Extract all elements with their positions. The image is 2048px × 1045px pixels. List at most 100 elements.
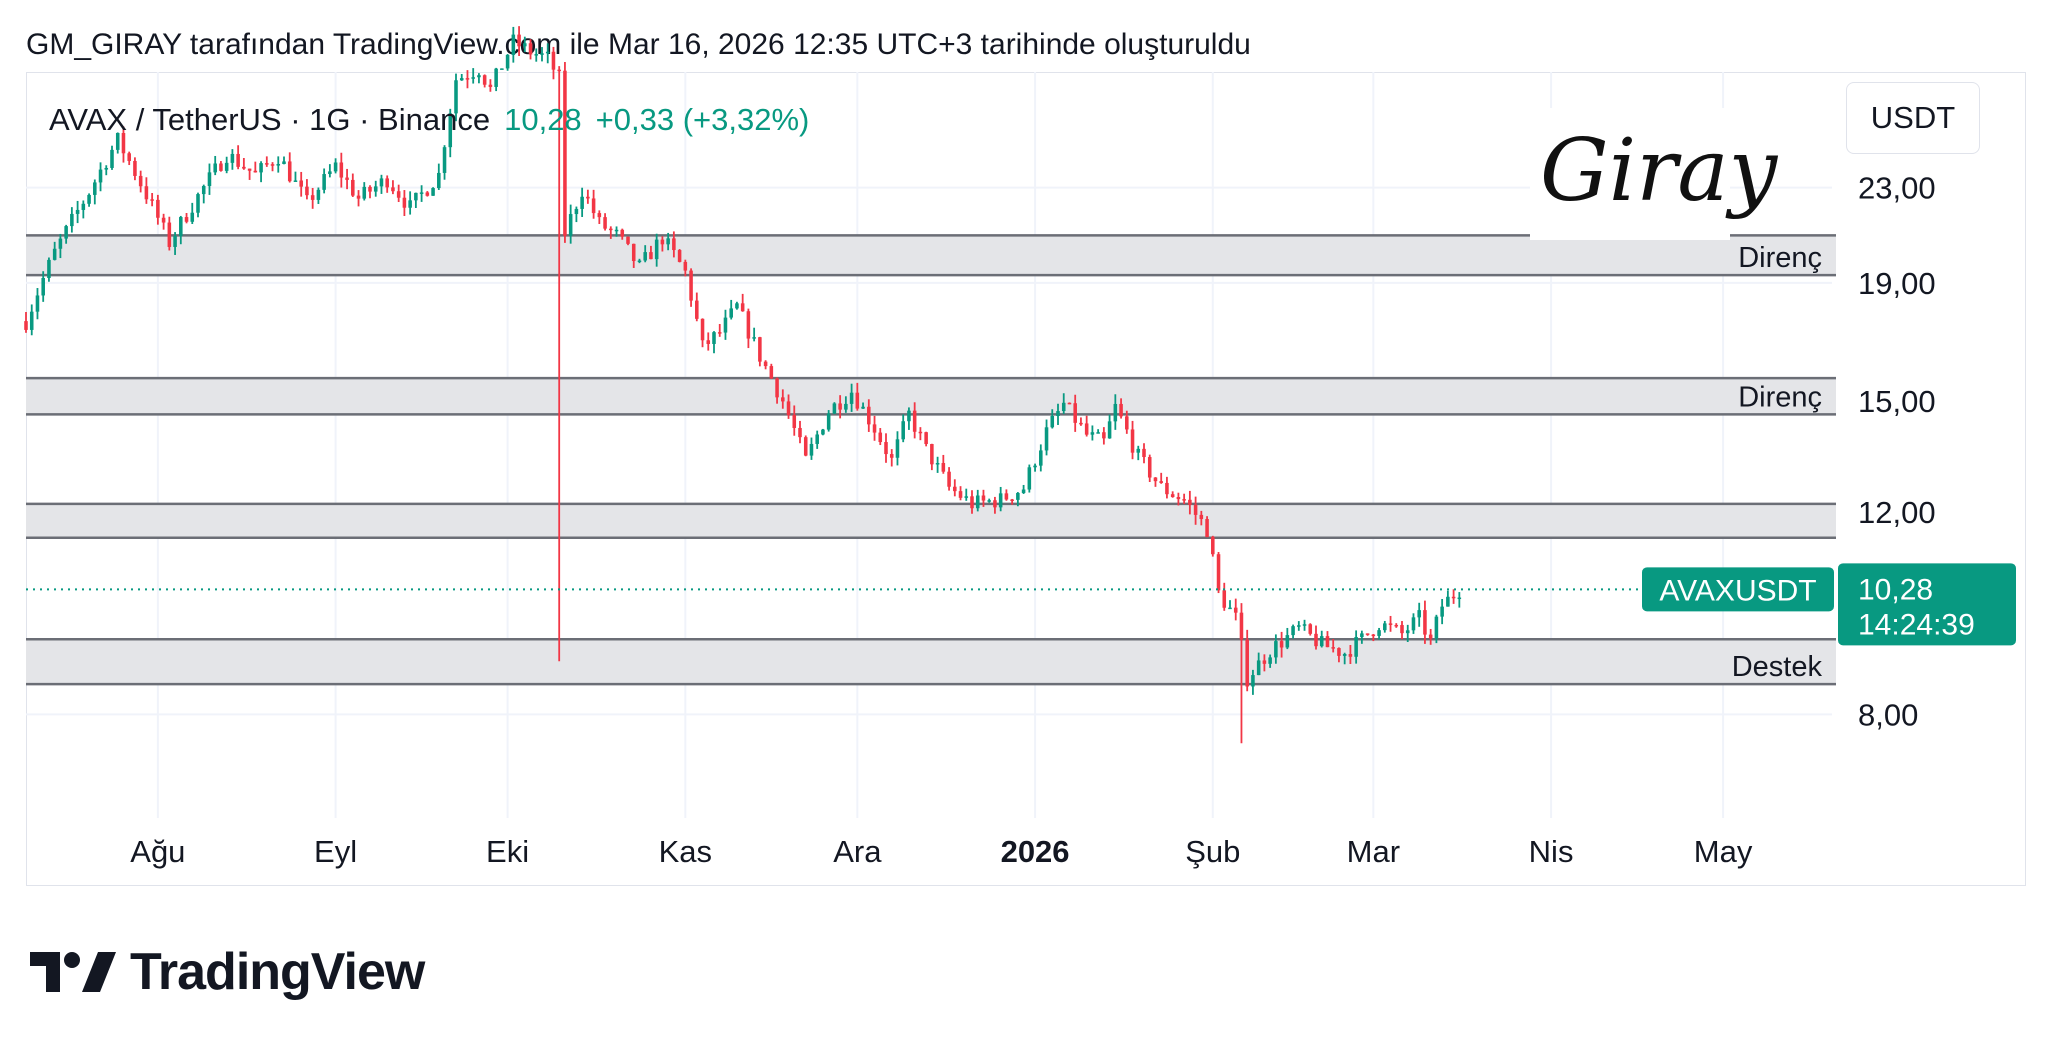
candle-body [821,429,825,435]
bar-countdown: 14:24:39 [1858,608,1975,641]
candle-body [396,191,401,198]
candle-body [448,113,453,148]
candle-body [1245,639,1249,687]
candle-body [1147,457,1152,478]
candle-body [201,186,206,195]
candle-body [1142,448,1146,458]
candle-body [98,169,103,183]
candle-body [207,172,212,187]
candle-body [477,75,481,78]
candle-body [184,217,189,222]
candle-body [1211,536,1215,555]
candle-body [1176,496,1181,500]
y-tick-label: 15,00 [1858,384,1936,419]
candle-body [500,68,504,70]
candle-body [987,500,991,502]
candle-body [1342,654,1347,656]
candle-body [1434,616,1439,639]
candle-body [282,161,286,164]
candle-body [586,196,590,199]
candle-body [1365,633,1370,635]
candle-body [144,186,149,200]
candle-body [695,300,699,319]
candle-body [826,413,831,430]
candle-body [1056,411,1060,417]
candle-body [287,161,292,182]
candle-body [781,397,785,402]
candle-body [523,43,527,47]
candle-body [1130,429,1135,453]
candle-body [597,213,602,218]
candle-body [425,192,430,196]
candle-body [373,186,378,192]
candle-body [242,166,246,169]
candle-body [1233,607,1238,613]
candle-body [173,235,177,247]
last-price-box [1838,563,2016,646]
zone-band [26,503,1836,538]
x-tick-label: 2026 [1001,834,1070,869]
x-tick-label: Eyl [314,834,357,869]
candle-body [689,270,693,301]
candle-body [1193,504,1198,515]
candle-body [1400,625,1404,634]
candle-body [247,168,252,171]
candle-body [563,70,567,236]
candle-body [47,259,51,279]
candle-body [391,187,395,192]
x-axis: Ağu Eyl Eki Kas Ara 2026 Şub Mar Nis May [130,834,1753,869]
candle-body [1279,641,1284,648]
candle-body [763,361,768,367]
candle-body [620,229,625,237]
legend-price: 10,28 [504,102,582,137]
candle-body [437,172,441,189]
candle-body [930,444,934,465]
tradingview-wordmark: TradingView [130,943,425,1001]
candle-body [379,178,384,187]
candle-body [328,171,332,175]
candle-body [1411,617,1416,631]
candle-body [419,192,424,194]
candle-body [878,432,883,443]
candle-body [1222,590,1227,608]
candle-body [1021,489,1026,493]
candle-body [758,337,762,362]
candle-body [746,311,751,339]
candle-body [1383,623,1387,631]
candle-body [471,77,475,79]
candle-body [1354,637,1358,657]
candle-body [259,163,263,173]
candle-body [442,147,447,173]
candle-body [815,434,819,444]
candle-body [924,432,928,445]
y-tick-label: 12,00 [1858,495,1936,530]
candle-body [270,164,275,166]
candle-body [912,410,917,432]
x-tick-label: May [1694,834,1753,869]
candles [24,26,1462,744]
zone-band [26,378,1836,415]
candle-body [1268,657,1272,664]
candle-body [1044,427,1049,451]
candle-body [1440,606,1444,617]
x-tick-label: Şub [1185,834,1240,869]
candle-body [534,54,539,56]
tradingview-logo-icon [30,952,116,992]
candle-body [1337,648,1341,656]
candle-body [574,208,579,215]
candle-body [121,132,126,154]
candle-body [1451,596,1456,599]
candle-body [24,321,28,330]
candle-body [1297,625,1301,627]
candle-body [517,34,521,47]
candle-body [798,427,802,438]
candle-body [1039,450,1043,466]
zone-band [26,639,1836,685]
candle-body [1371,634,1376,637]
candle-body [643,252,647,261]
currency-button[interactable]: USDT [1846,82,1980,154]
tradingview-logo[interactable]: TradingView [30,942,425,1002]
candle-body [941,462,946,472]
svg-text:Giray: Giray [1540,121,1779,221]
